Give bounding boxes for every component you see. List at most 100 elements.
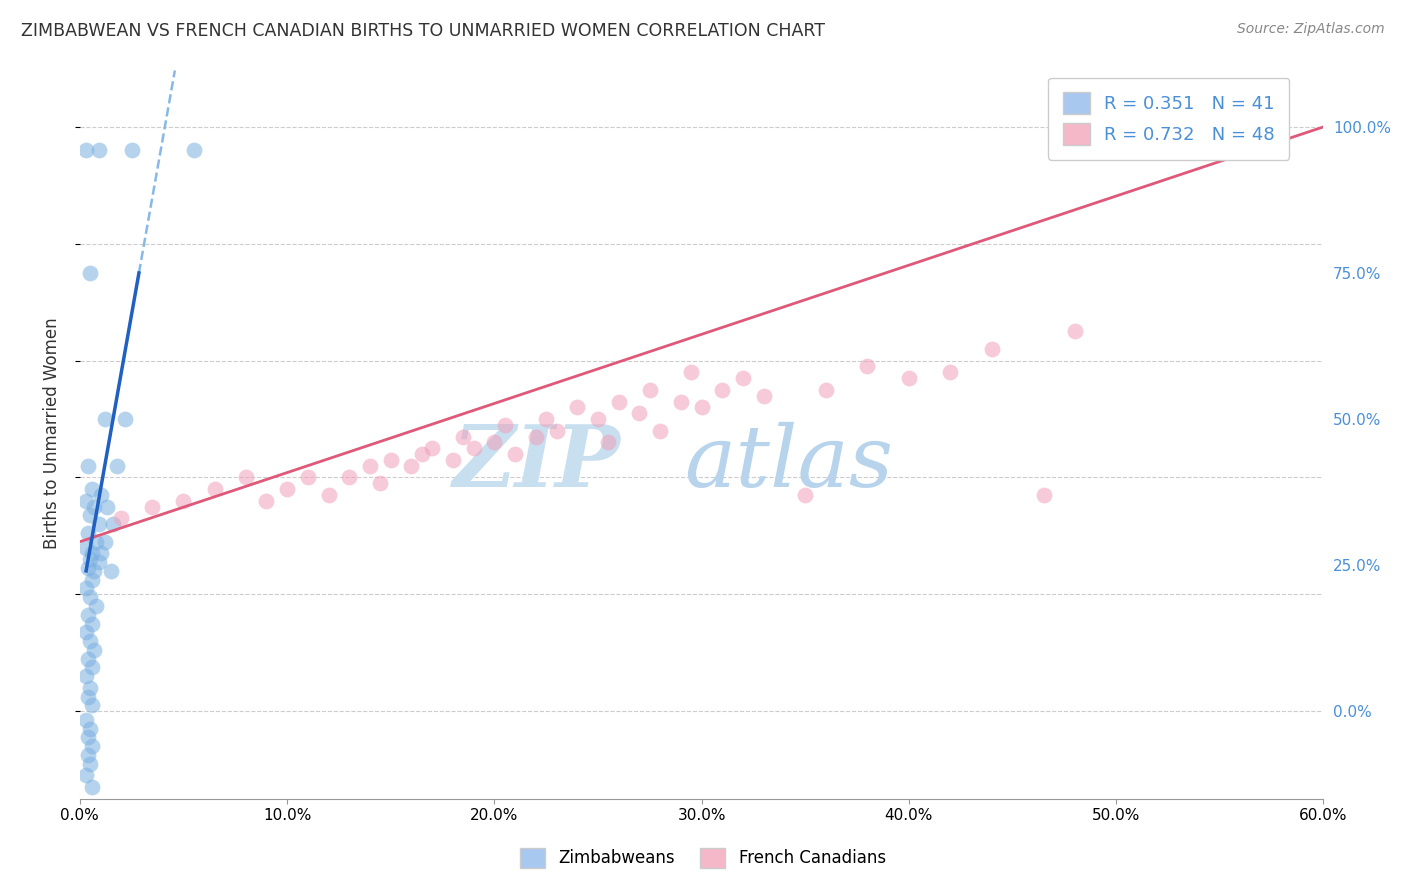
Point: [75, 144, 97, 158]
Point: [254, 493, 277, 508]
Point: [401, 458, 423, 473]
Point: [546, 424, 568, 438]
Point: [77, 561, 100, 575]
Point: [420, 442, 443, 456]
Point: [1063, 325, 1085, 339]
Point: [110, 511, 132, 525]
Point: [87, 144, 110, 158]
Point: [1229, 137, 1251, 152]
Point: [82, 780, 104, 794]
Point: [567, 401, 589, 415]
Point: [628, 406, 651, 420]
Point: [77, 607, 100, 622]
Text: ZIMBABWEAN VS FRENCH CANADIAN BIRTHS TO UNMARRIED WOMEN CORRELATION CHART: ZIMBABWEAN VS FRENCH CANADIAN BIRTHS TO …: [21, 22, 825, 40]
Point: [75, 669, 97, 683]
Point: [411, 447, 433, 461]
Point: [101, 517, 124, 532]
Point: [235, 470, 257, 484]
Point: [856, 359, 879, 374]
Point: [82, 739, 104, 754]
Point: [82, 660, 104, 674]
Point: [96, 500, 118, 514]
Point: [75, 493, 97, 508]
Point: [980, 342, 1002, 356]
Point: [75, 768, 97, 782]
Point: [638, 383, 661, 397]
Point: [650, 424, 672, 438]
Point: [276, 482, 298, 496]
Point: [669, 394, 692, 409]
Point: [370, 476, 392, 491]
Point: [814, 383, 837, 397]
Point: [77, 747, 100, 762]
Point: [503, 447, 526, 461]
Point: [79, 591, 101, 605]
Text: atlas: atlas: [685, 422, 893, 504]
Point: [524, 429, 547, 443]
Point: [897, 371, 920, 385]
Point: [607, 394, 630, 409]
Point: [77, 690, 100, 704]
Y-axis label: Births to Unmarried Women: Births to Unmarried Women: [44, 318, 60, 549]
Point: [484, 435, 506, 450]
Point: [79, 681, 101, 695]
Point: [380, 453, 402, 467]
Point: [183, 144, 205, 158]
Point: [173, 493, 195, 508]
Point: [586, 412, 609, 426]
Point: [105, 458, 128, 473]
Point: [359, 458, 381, 473]
Point: [204, 482, 226, 496]
Point: [141, 500, 163, 514]
Point: [93, 412, 115, 426]
Point: [598, 435, 620, 450]
Point: [77, 458, 100, 473]
Point: [534, 412, 557, 426]
Point: [752, 389, 775, 403]
Point: [83, 500, 105, 514]
Point: [681, 365, 703, 379]
Point: [711, 383, 734, 397]
Point: [83, 564, 105, 578]
Point: [1032, 488, 1054, 502]
Point: [441, 453, 464, 467]
Legend: R = 0.351   N = 41, R = 0.732   N = 48: R = 0.351 N = 41, R = 0.732 N = 48: [1049, 78, 1289, 160]
Point: [87, 555, 110, 569]
Point: [75, 713, 97, 727]
Point: [77, 731, 100, 745]
Point: [114, 412, 136, 426]
Point: [79, 756, 101, 771]
Point: [77, 651, 100, 665]
Point: [79, 266, 101, 280]
Point: [939, 365, 962, 379]
Text: ZIP: ZIP: [453, 421, 621, 505]
Point: [82, 573, 104, 587]
Point: [82, 616, 104, 631]
Point: [86, 599, 108, 613]
Point: [297, 470, 319, 484]
Point: [494, 417, 516, 432]
Point: [690, 401, 713, 415]
Point: [100, 564, 122, 578]
Point: [86, 534, 108, 549]
Point: [451, 429, 474, 443]
Point: [93, 534, 115, 549]
Point: [83, 642, 105, 657]
Point: [79, 508, 101, 523]
Point: [121, 144, 143, 158]
Point: [82, 698, 104, 713]
Point: [79, 552, 101, 566]
Point: [82, 546, 104, 560]
Point: [75, 541, 97, 555]
Point: [82, 482, 104, 496]
Legend: Zimbabweans, French Canadians: Zimbabweans, French Canadians: [513, 841, 893, 875]
Point: [79, 634, 101, 648]
Point: [337, 470, 360, 484]
Point: [90, 488, 112, 502]
Point: [79, 722, 101, 736]
Point: [77, 525, 100, 540]
Point: [75, 582, 97, 596]
Point: [731, 371, 754, 385]
Point: [463, 442, 485, 456]
Point: [318, 488, 340, 502]
